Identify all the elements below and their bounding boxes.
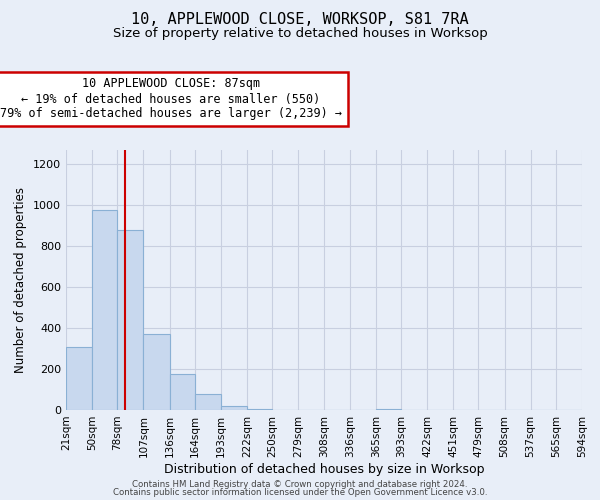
Bar (376, 409, 401, 410)
Text: Contains public sector information licensed under the Open Government Licence v3: Contains public sector information licen… (113, 488, 487, 497)
Bar (221, 406, 247, 410)
Bar (195, 394, 221, 410)
Y-axis label: Number of detached properties: Number of detached properties (14, 187, 28, 373)
Text: 10 APPLEWOOD CLOSE: 87sqm
← 19% of detached houses are smaller (550)
79% of semi: 10 APPLEWOOD CLOSE: 87sqm ← 19% of detac… (0, 78, 342, 120)
Bar (247, 409, 272, 410)
Bar (66, 346, 92, 410)
Text: Contains HM Land Registry data © Crown copyright and database right 2024.: Contains HM Land Registry data © Crown c… (132, 480, 468, 489)
Bar (118, 230, 143, 410)
Bar (170, 374, 195, 410)
Text: Size of property relative to detached houses in Worksop: Size of property relative to detached ho… (113, 28, 487, 40)
Bar (92, 210, 118, 410)
X-axis label: Distribution of detached houses by size in Worksop: Distribution of detached houses by size … (164, 462, 484, 475)
Bar (143, 334, 170, 410)
Text: 10, APPLEWOOD CLOSE, WORKSOP, S81 7RA: 10, APPLEWOOD CLOSE, WORKSOP, S81 7RA (131, 12, 469, 28)
